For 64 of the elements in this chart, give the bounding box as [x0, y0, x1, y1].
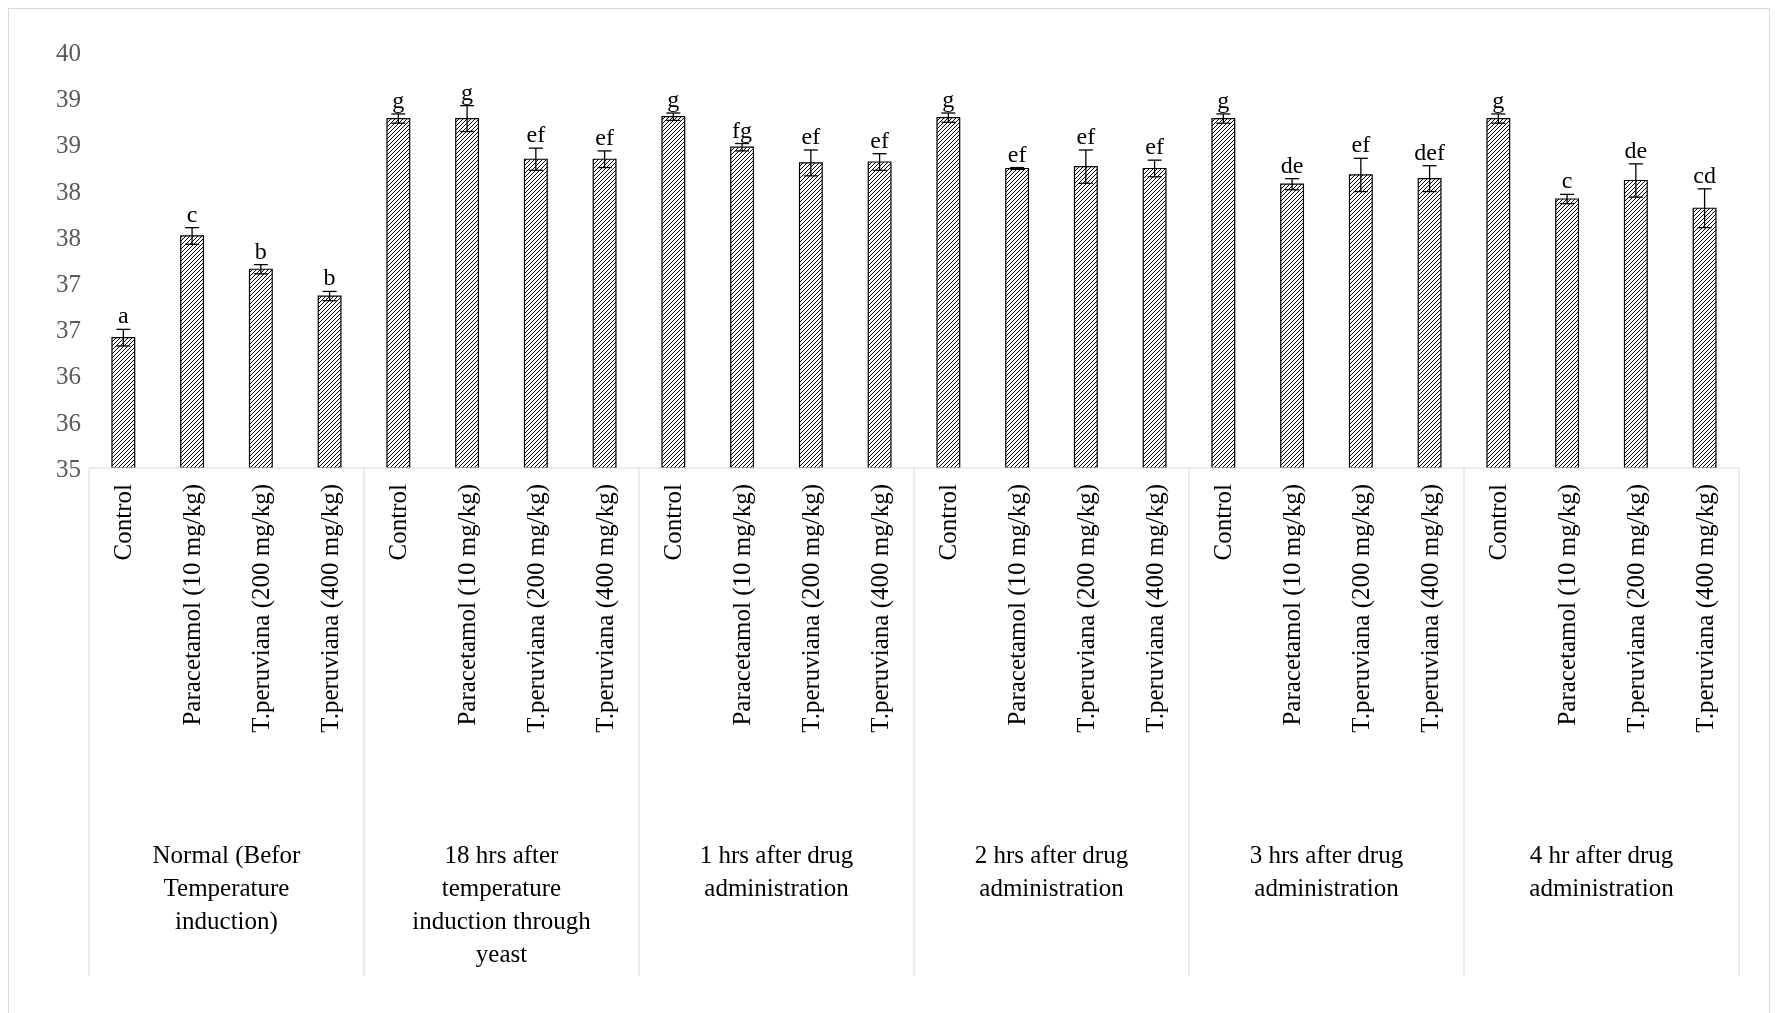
- x-tick-label: T.peruviana (200 mg/kg): [1621, 484, 1650, 733]
- data-label: ef: [1007, 140, 1027, 167]
- y-tick-label: 38: [56, 223, 81, 251]
- x-tick-label: Control: [934, 483, 962, 561]
- y-tick-label: 35: [56, 454, 81, 482]
- text: 2 hrs after drug administration: [973, 840, 1130, 903]
- text: 18 hrs after temperature induction through yeast: [411, 840, 592, 969]
- x-tick-label: T.peruviana (200 mg/kg): [246, 484, 275, 733]
- data-label: de: [1280, 151, 1304, 178]
- x-tick-label: Paracetamol (10 mg/kg): [1003, 484, 1032, 726]
- x-tick-label: Paracetamol (10 mg/kg): [178, 484, 207, 726]
- data-label: g: [392, 86, 405, 113]
- x-tick-label: Paracetamol (10 mg/kg): [1278, 484, 1307, 726]
- x-tick-label: Control: [1209, 483, 1237, 561]
- data-label: ef: [1145, 133, 1164, 160]
- x-tick-label: Control: [384, 483, 412, 561]
- data-label: ef: [1076, 122, 1096, 149]
- data-label: ef: [870, 126, 889, 153]
- data-label: ef: [1351, 131, 1371, 158]
- x-tick-label: Paracetamol (10 mg/kg): [453, 484, 482, 726]
- y-tick-label: 37: [56, 316, 81, 344]
- x-tick-label: Control: [109, 483, 137, 561]
- x-tick-label: T.peruviana (400 mg/kg): [865, 484, 894, 733]
- data-label: c: [1561, 167, 1573, 194]
- data-label: def: [1414, 138, 1445, 165]
- data-label: cd: [1693, 161, 1716, 188]
- x-tick-label: T.peruviana (400 mg/kg): [1140, 484, 1169, 733]
- data-label: c: [186, 200, 198, 227]
- data-label: fg: [732, 116, 753, 143]
- y-tick-label: 38: [56, 177, 81, 205]
- x-tick-label: Control: [1484, 483, 1512, 561]
- x-tick-label: T.peruviana (200 mg/kg): [521, 484, 550, 733]
- data-label: ef: [526, 121, 546, 148]
- text: 1 hrs after drug administration: [698, 840, 855, 903]
- data-label: g: [667, 86, 680, 113]
- data-label: g: [461, 78, 474, 105]
- text: 4 hr after drug administration: [1528, 840, 1675, 903]
- data-label: b: [254, 237, 267, 264]
- text: Normal (Befor Temperature induction): [151, 840, 302, 937]
- x-tick-label: T.peruviana (200 mg/kg): [796, 484, 825, 733]
- y-tick-label: 37: [56, 269, 81, 297]
- y-tick-label: 40: [56, 38, 81, 66]
- x-tick-label: T.peruviana (400 mg/kg): [590, 484, 619, 733]
- x-tick-label: Paracetamol (10 mg/kg): [1553, 484, 1582, 726]
- y-tick-label: 36: [56, 408, 81, 436]
- data-label: a: [118, 302, 130, 329]
- text: 3 hrs after drug administration: [1248, 840, 1405, 903]
- y-tick-label: 39: [56, 131, 81, 159]
- x-tick-label: T.peruviana (400 mg/kg): [1415, 484, 1444, 733]
- data-label: g: [1217, 86, 1230, 113]
- data-label: ef: [801, 122, 821, 149]
- data-label: de: [1624, 136, 1648, 163]
- y-tick-label: 39: [56, 85, 81, 113]
- data-label: g: [942, 86, 955, 113]
- y-tick-label: 36: [56, 362, 81, 390]
- x-tick-label: T.peruviana (200 mg/kg): [1346, 484, 1375, 733]
- data-label: b: [323, 264, 336, 291]
- x-tick-label: Control: [659, 483, 687, 561]
- x-tick-label: T.peruviana (200 mg/kg): [1071, 484, 1100, 733]
- x-tick-label: T.peruviana (400 mg/kg): [1690, 484, 1719, 733]
- x-tick-label: Paracetamol (10 mg/kg): [728, 484, 757, 726]
- data-label: g: [1492, 86, 1505, 113]
- x-tick-label: T.peruviana (400 mg/kg): [315, 484, 344, 733]
- data-label: ef: [595, 123, 614, 150]
